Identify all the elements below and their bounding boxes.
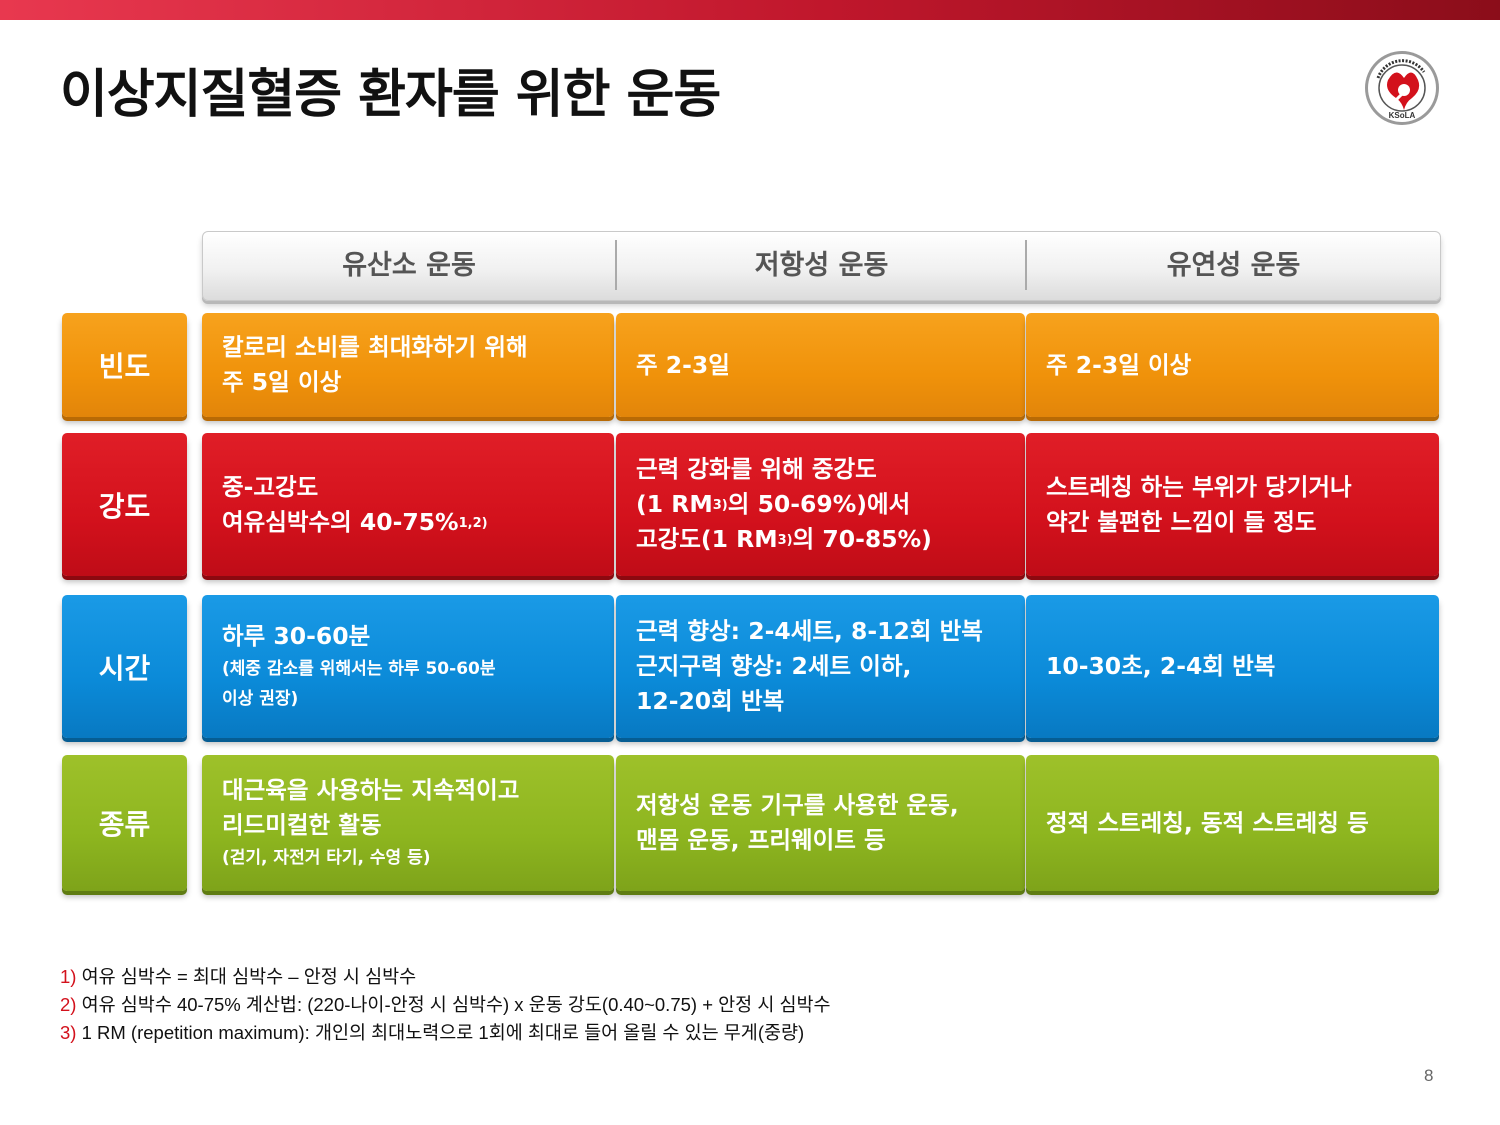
row-label-text: 종류 (98, 808, 151, 841)
cell-line: 10-30초, 2-4회 반복 (1046, 652, 1276, 680)
footnote-number: 3) (60, 1022, 77, 1043)
cell-frequency-aerobic: 칼로리 소비를 최대화하기 위해 주 5일 이상 (202, 313, 614, 417)
cell-line: 정적 스트레칭, 동적 스트레칭 등 (1046, 808, 1369, 837)
cell-intensity-resistance: 근력 강화를 위해 중강도 (1 RM3)의 50-69%)에서 고강도(1 R… (616, 433, 1025, 576)
cell-line: 저항성 운동 기구를 사용한 운동, (636, 791, 959, 819)
footnote-text: 1 RM (repetition maximum): 개인의 최대노력으로 1회… (76, 1022, 805, 1043)
svg-text:KSoLA: KSoLA (1389, 111, 1416, 120)
cell-time-resistance: 근력 향상: 2-4세트, 8-12회 반복 근지구력 향상: 2세트 이하, … (616, 595, 1025, 738)
page-number: 8 (1424, 1066, 1434, 1085)
footnote-ref: 3) (777, 533, 793, 548)
header-aerobic: 유산소 운동 (342, 250, 476, 281)
cell-note-line: (걷기, 자전거 타기, 수영 등) (222, 848, 431, 868)
cell-note-line: (체중 감소를 위해서는 하루 50-60분 (222, 659, 496, 679)
footnote-number: 2) (60, 994, 77, 1015)
cell-line: 스트레칭 하는 부위가 당기거나 (1046, 472, 1352, 501)
footnote-2: 2) 여유 심박수 40-75% 계산법: (220-나이-안정 시 심박수) … (60, 991, 831, 1019)
cell-line: 중-고강도 (222, 472, 319, 501)
cell-text: 의 70-85%) (792, 525, 932, 553)
footnote-ref: 3) (712, 498, 728, 513)
cell-line: 근력 강화를 위해 중강도 (636, 455, 877, 483)
top-accent-bar (0, 0, 1500, 20)
cell-line: 고강도(1 RM3)의 70-85%) (636, 522, 1025, 557)
cell-intensity-flexibility: 스트레칭 하는 부위가 당기거나 약간 불편한 느낌이 들 정도 (1026, 433, 1439, 576)
row-label-text: 빈도 (98, 350, 151, 383)
cell-line: 리드미컬한 활동 (222, 811, 382, 839)
cell-frequency-resistance: 주 2-3일 (616, 313, 1025, 417)
footnotes: 1) 여유 심박수 = 최대 심박수 – 안정 시 심박수 2) 여유 심박수 … (60, 963, 831, 1047)
cell-text: (1 RM (636, 490, 713, 518)
cell-line: 칼로리 소비를 최대화하기 위해 (222, 333, 528, 361)
table-header: 유산소 운동 저항성 운동 유연성 운동 (202, 231, 1441, 301)
cell-intensity-aerobic: 중-고강도 여유심박수의 40-75%1,2) (202, 433, 614, 576)
ksola-logo-icon: KSoLA (1364, 50, 1440, 126)
header-resistance: 저항성 운동 (754, 250, 889, 281)
cell-text: 고강도(1 RM (636, 525, 778, 553)
cell-time-aerobic: 하루 30-60분 (체중 감소를 위해서는 하루 50-60분 이상 권장) (202, 595, 614, 738)
header-flexibility: 유연성 운동 (1166, 250, 1301, 281)
cell-line: 약간 불편한 느낌이 들 정도 (1046, 507, 1317, 536)
cell-text: 여유심박수의 40-75% (222, 507, 459, 536)
cell-time-flexibility: 10-30초, 2-4회 반복 (1026, 595, 1439, 738)
cell-line: 주 2-3일 이상 (1046, 350, 1192, 379)
cell-type-aerobic: 대근육을 사용하는 지속적이고 리드미컬한 활동 (걷기, 자전거 타기, 수영… (202, 755, 614, 891)
row-label-frequency: 빈도 (62, 313, 187, 417)
footnote-1: 1) 여유 심박수 = 최대 심박수 – 안정 시 심박수 (60, 963, 831, 991)
footnote-text: 여유 심박수 40-75% 계산법: (220-나이-안정 시 심박수) x 운… (76, 994, 831, 1015)
footnote-3: 3) 1 RM (repetition maximum): 개인의 최대노력으로… (60, 1019, 831, 1047)
cell-frequency-flexibility: 주 2-3일 이상 (1026, 313, 1439, 417)
footnote-ref: 1,2) (458, 515, 488, 531)
row-label-text: 강도 (98, 489, 151, 523)
cell-line: 12-20회 반복 (636, 687, 785, 715)
cell-line: 주 2-3일 (636, 350, 730, 379)
footnote-text: 여유 심박수 = 최대 심박수 – 안정 시 심박수 (76, 966, 417, 987)
header-divider (615, 240, 617, 290)
cell-line: (1 RM3)의 50-69%)에서 (636, 487, 1025, 522)
row-label-text: 시간 (98, 651, 151, 685)
header-divider (1025, 240, 1027, 290)
row-label-intensity: 강도 (62, 433, 187, 576)
cell-line: 근지구력 향상: 2세트 이하, (636, 652, 912, 680)
cell-line: 주 5일 이상 (222, 368, 342, 396)
cell-line: 여유심박수의 40-75%1,2) (222, 505, 614, 540)
page-title: 이상지질혈증 환자를 위한 운동 (60, 65, 721, 125)
cell-note-line: 이상 권장) (222, 689, 299, 709)
cell-text: 의 50-69%)에서 (727, 490, 911, 518)
footnote-number: 1) (60, 966, 77, 987)
cell-line: 하루 30-60분 (222, 622, 371, 650)
cell-type-flexibility: 정적 스트레칭, 동적 스트레칭 등 (1026, 755, 1439, 891)
cell-line: 대근육을 사용하는 지속적이고 (222, 776, 520, 804)
row-label-time: 시간 (62, 595, 187, 738)
cell-line: 근력 향상: 2-4세트, 8-12회 반복 (636, 617, 983, 645)
cell-type-resistance: 저항성 운동 기구를 사용한 운동, 맨몸 운동, 프리웨이트 등 (616, 755, 1025, 891)
cell-line: 맨몸 운동, 프리웨이트 등 (636, 826, 886, 854)
row-label-type: 종류 (62, 755, 187, 891)
